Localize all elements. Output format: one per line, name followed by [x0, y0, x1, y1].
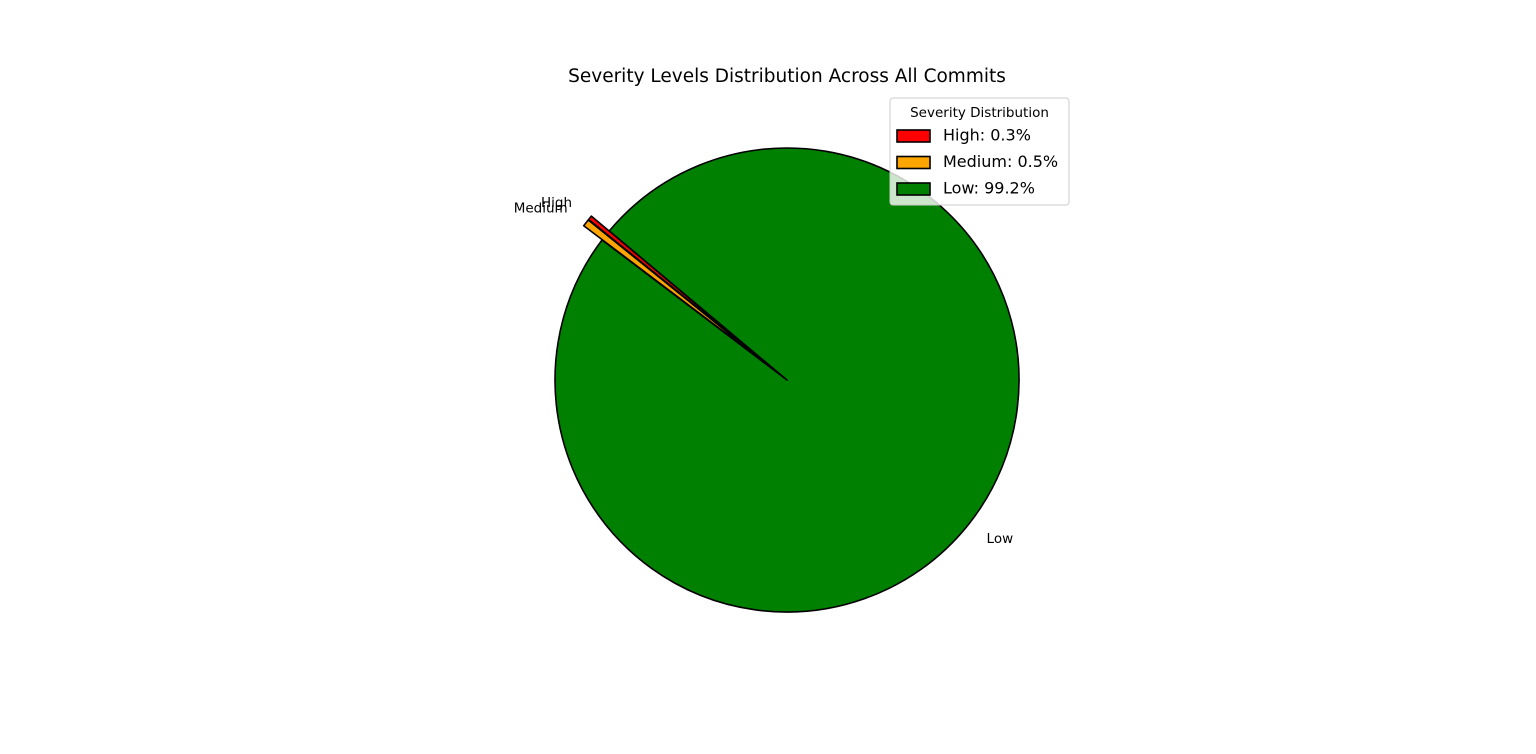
chart-title: Severity Levels Distribution Across All … — [568, 66, 1006, 87]
pie-label-high: High — [541, 195, 572, 211]
pie-slice-low — [554, 147, 1020, 613]
pie-label-medium: Medium — [514, 201, 568, 217]
legend-entry-low: Low: 99.2% — [943, 179, 1035, 198]
pie-slice-medium — [582, 219, 770, 367]
pie-slices — [554, 147, 1020, 613]
legend: Severity Distribution High: 0.3% Medium: … — [889, 97, 1070, 206]
legend-swatch-high — [896, 129, 931, 143]
pie-label-low: Low — [987, 531, 1014, 547]
legend-swatch-low — [896, 182, 931, 196]
legend-entry-medium: Medium: 0.5% — [943, 152, 1058, 171]
legend-entries: High: 0.3% Medium: 0.5% Low: 99.2% — [896, 126, 1058, 198]
legend-entry-high: High: 0.3% — [943, 126, 1031, 145]
legend-frame — [889, 97, 1070, 206]
legend-title: Severity Distribution — [910, 105, 1049, 121]
legend-swatch-medium — [896, 155, 931, 170]
